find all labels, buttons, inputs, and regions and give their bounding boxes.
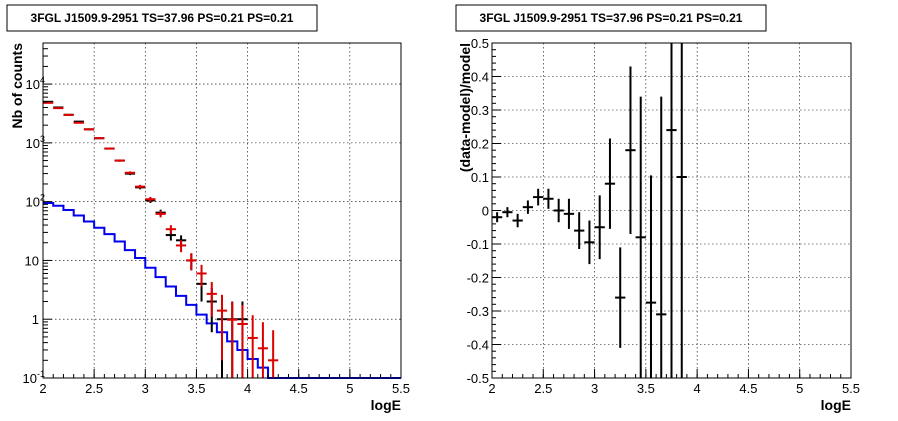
data-point	[165, 225, 176, 234]
y-tick-label: 10-1	[23, 369, 45, 386]
y-tick-label: 103	[26, 134, 45, 151]
x-tick-label: 4	[694, 381, 701, 396]
data-point	[216, 294, 228, 361]
data-point	[83, 128, 95, 131]
data-point	[155, 210, 166, 218]
data-point	[135, 184, 146, 189]
x-tick-label: 4.5	[739, 381, 757, 396]
x-tick-label: 3.5	[187, 381, 205, 396]
x-tick-label: 2.5	[534, 381, 552, 396]
data-point	[114, 159, 125, 162]
x-tick-label: 5	[346, 381, 353, 396]
data-point	[104, 147, 115, 150]
x-axis-label: logE	[371, 397, 401, 413]
x-tick-label: 3.5	[637, 381, 655, 396]
y-tick-label: -0.2	[467, 271, 489, 286]
data-point	[502, 207, 513, 218]
x-tick-label: 5.5	[842, 381, 860, 396]
data-point	[43, 101, 54, 104]
y-tick-label: 0	[482, 204, 489, 219]
x-tick-label: 2	[488, 381, 495, 396]
data-point	[635, 96, 646, 378]
data-point	[94, 137, 105, 140]
x-tick-label: 2.5	[85, 381, 103, 396]
chart-title-box	[6, 4, 318, 32]
data-point	[268, 330, 279, 378]
x-tick-label: 5.5	[392, 381, 410, 396]
data-point	[206, 281, 217, 317]
data-point	[257, 322, 269, 378]
data-point	[145, 196, 156, 202]
y-axis-label: (data-model)/model	[457, 43, 473, 172]
data-point	[186, 253, 197, 271]
y-tick-label: 1	[32, 312, 39, 327]
data-point	[512, 213, 523, 228]
data-point	[676, 43, 687, 378]
y-tick-label: 0.1	[471, 170, 489, 185]
x-tick-label: 2	[39, 381, 46, 396]
axis-ticks: 2 2.5 3 3.5 4 4.5 5 5.5 -0.5 -0.4 -0.3 -0.2 -0.1 0 0.1…	[467, 36, 860, 396]
y-axis-label: Nb of counts	[9, 43, 25, 129]
residuals-chart: 3FGL J1509.9-2951 TS=37.96 PS=0.21 PS=0.…	[455, 4, 860, 413]
x-axis-label: logE	[821, 397, 851, 413]
chart-title: 3FGL J1509.9-2951 TS=37.96 PS=0.21 PS=0.…	[31, 11, 294, 25]
data-point	[604, 138, 616, 229]
y-tick-label: 0.3	[471, 103, 489, 118]
data-point	[522, 200, 534, 214]
y-tick-label: 0.2	[471, 137, 489, 152]
chart-title: 3FGL J1509.9-2951 TS=37.96 PS=0.21 PS=0.…	[480, 11, 743, 25]
data-point	[533, 188, 544, 206]
y-tick-label: 0.4	[471, 70, 489, 85]
y-tick-label: 104	[26, 75, 45, 92]
data-point	[196, 264, 207, 287]
data-point	[584, 220, 595, 265]
data-point	[227, 301, 238, 378]
data-point	[553, 198, 564, 223]
data-point	[656, 96, 667, 378]
data-point	[73, 121, 84, 124]
data-point	[124, 171, 136, 175]
data-point	[175, 240, 187, 253]
y-tick-label: -0.5	[467, 371, 489, 386]
y-tick-label: 0.5	[471, 36, 489, 51]
y-tick-label: 10	[25, 253, 39, 268]
data-point	[563, 198, 575, 229]
data-point	[53, 107, 64, 110]
data-point	[625, 66, 636, 234]
data-point	[543, 188, 554, 209]
data-point	[63, 113, 74, 116]
data-point	[666, 43, 677, 378]
data-point	[645, 175, 657, 378]
data-point	[615, 247, 626, 348]
y-tick-label: 102	[26, 193, 45, 210]
x-tick-label: 5	[796, 381, 803, 396]
counts-chart: 3FGL J1509.9-2951 TS=37.96 PS=0.21 PS=0.…	[6, 4, 410, 413]
chart-title-box	[455, 4, 767, 32]
data-point	[237, 305, 248, 378]
y-tick-label: -0.1	[467, 237, 489, 252]
x-tick-label: 3	[142, 381, 149, 396]
y-tick-label: -0.3	[467, 304, 489, 319]
axis-ticks: 2 2.5 3 3.5 4 4.5 5 5.5 10-1 1 10 102 103 104	[23, 48, 410, 396]
x-tick-label: 3	[591, 381, 598, 396]
x-tick-label: 4	[244, 381, 251, 396]
data-point	[247, 315, 258, 378]
x-tick-label: 4.5	[290, 381, 308, 396]
y-tick-label: -0.4	[467, 338, 489, 353]
data-point	[594, 195, 605, 260]
series-layer	[492, 43, 687, 378]
data-point	[574, 212, 585, 250]
